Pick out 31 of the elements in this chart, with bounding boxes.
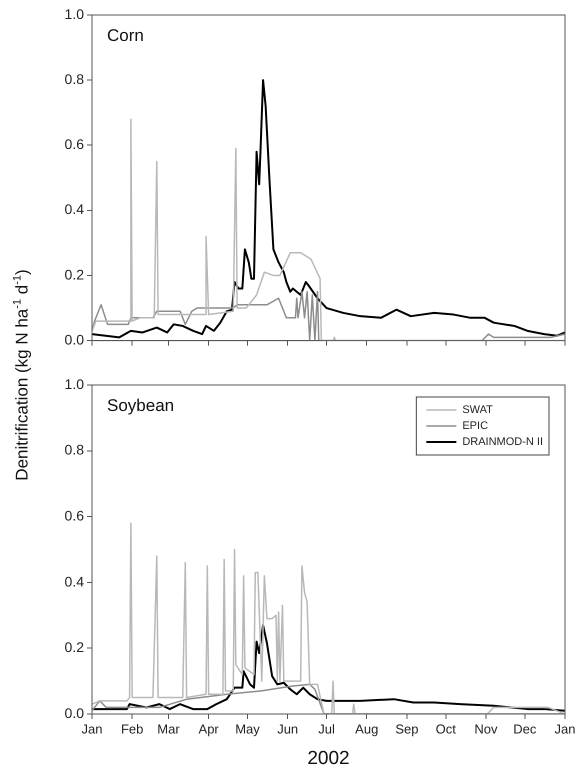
x-tick-label: Apr bbox=[198, 721, 220, 736]
text: Corn bbox=[107, 26, 144, 46]
x-tick-label: Jun bbox=[277, 721, 298, 736]
y-tick-label: 0.6 bbox=[64, 507, 84, 524]
x-tick-label: Dec bbox=[513, 721, 537, 736]
y-tick-label: 0.2 bbox=[64, 639, 84, 656]
y-tick-label: 0.4 bbox=[64, 573, 84, 590]
y-tick-label: 0.0 bbox=[64, 331, 84, 348]
y-tick-label: 0.4 bbox=[64, 201, 84, 218]
legend-label: DRAINMOD-N II bbox=[462, 436, 544, 448]
y-tick-label: 1.0 bbox=[64, 6, 84, 22]
x-tick-label: Feb bbox=[120, 721, 144, 736]
y-tick-label: 1.0 bbox=[64, 376, 84, 392]
y-tick-label: 0.0 bbox=[64, 704, 84, 721]
text: Soybean bbox=[107, 396, 174, 416]
x-tick-label: Oct bbox=[436, 721, 456, 736]
y-tick-label: 0.8 bbox=[64, 442, 84, 458]
x-tick-label: Jan bbox=[554, 721, 576, 736]
y-tick-label: 0.6 bbox=[64, 136, 84, 152]
x-axis-title: 2002 bbox=[307, 748, 350, 769]
x-tick-label: Jul bbox=[318, 721, 335, 736]
legend-label: EPIC bbox=[462, 420, 488, 432]
x-tick-label: Jan bbox=[82, 721, 102, 736]
x-tick-label: Mar bbox=[157, 721, 180, 736]
y-tick-label: 0.8 bbox=[64, 70, 84, 87]
x-tick-label: Sep bbox=[395, 721, 418, 736]
x-tick-label: Aug bbox=[355, 721, 378, 736]
x-tick-label: May bbox=[235, 721, 260, 736]
x-tick-label: Nov bbox=[474, 721, 498, 736]
y-tick-label: 0.2 bbox=[64, 266, 84, 282]
legend-label: SWAT bbox=[462, 404, 494, 416]
